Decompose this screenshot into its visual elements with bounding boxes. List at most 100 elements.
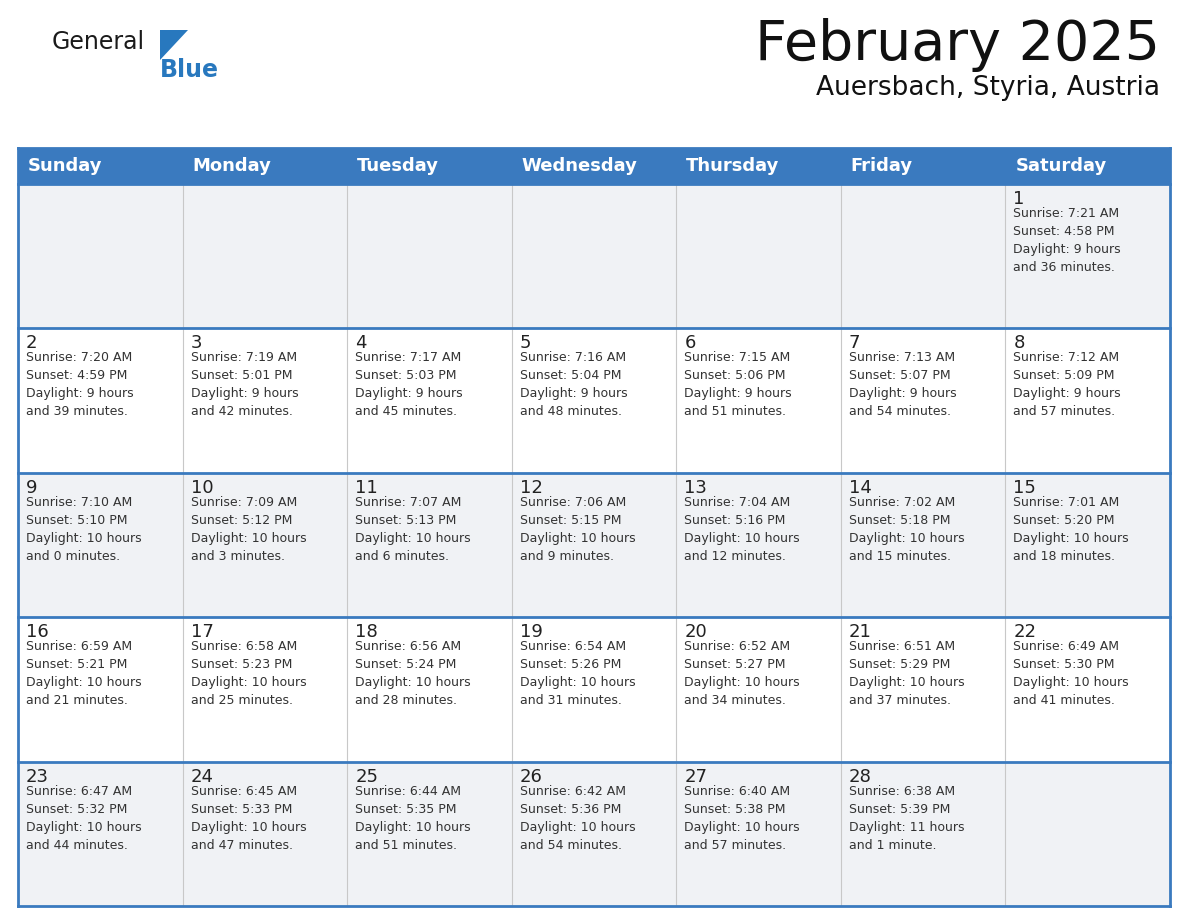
Text: 28: 28 <box>849 767 872 786</box>
Text: 9: 9 <box>26 479 38 497</box>
Text: Sunrise: 6:40 AM
Sunset: 5:38 PM
Daylight: 10 hours
and 57 minutes.: Sunrise: 6:40 AM Sunset: 5:38 PM Dayligh… <box>684 785 800 852</box>
Polygon shape <box>512 184 676 329</box>
Text: 19: 19 <box>519 623 543 641</box>
Text: Friday: Friday <box>851 157 914 175</box>
Text: Sunrise: 7:16 AM
Sunset: 5:04 PM
Daylight: 9 hours
and 48 minutes.: Sunrise: 7:16 AM Sunset: 5:04 PM Dayligh… <box>519 352 627 419</box>
Polygon shape <box>18 617 183 762</box>
Text: Sunrise: 7:01 AM
Sunset: 5:20 PM
Daylight: 10 hours
and 18 minutes.: Sunrise: 7:01 AM Sunset: 5:20 PM Dayligh… <box>1013 496 1129 563</box>
Text: Sunrise: 6:51 AM
Sunset: 5:29 PM
Daylight: 10 hours
and 37 minutes.: Sunrise: 6:51 AM Sunset: 5:29 PM Dayligh… <box>849 640 965 707</box>
Text: Sunrise: 7:13 AM
Sunset: 5:07 PM
Daylight: 9 hours
and 54 minutes.: Sunrise: 7:13 AM Sunset: 5:07 PM Dayligh… <box>849 352 956 419</box>
Text: Sunrise: 6:54 AM
Sunset: 5:26 PM
Daylight: 10 hours
and 31 minutes.: Sunrise: 6:54 AM Sunset: 5:26 PM Dayligh… <box>519 640 636 707</box>
Text: Wednesday: Wednesday <box>522 157 638 175</box>
Text: 18: 18 <box>355 623 378 641</box>
Polygon shape <box>512 473 676 617</box>
Text: 10: 10 <box>190 479 213 497</box>
Polygon shape <box>18 473 183 617</box>
Text: 20: 20 <box>684 623 707 641</box>
Polygon shape <box>1005 617 1170 762</box>
Text: Sunrise: 7:07 AM
Sunset: 5:13 PM
Daylight: 10 hours
and 6 minutes.: Sunrise: 7:07 AM Sunset: 5:13 PM Dayligh… <box>355 496 470 563</box>
Polygon shape <box>183 148 347 184</box>
Text: Sunrise: 6:56 AM
Sunset: 5:24 PM
Daylight: 10 hours
and 28 minutes.: Sunrise: 6:56 AM Sunset: 5:24 PM Dayligh… <box>355 640 470 707</box>
Text: Sunrise: 6:42 AM
Sunset: 5:36 PM
Daylight: 10 hours
and 54 minutes.: Sunrise: 6:42 AM Sunset: 5:36 PM Dayligh… <box>519 785 636 852</box>
Polygon shape <box>347 329 512 473</box>
Polygon shape <box>1005 184 1170 329</box>
Text: Sunrise: 6:45 AM
Sunset: 5:33 PM
Daylight: 10 hours
and 47 minutes.: Sunrise: 6:45 AM Sunset: 5:33 PM Dayligh… <box>190 785 307 852</box>
Polygon shape <box>347 617 512 762</box>
Text: 12: 12 <box>519 479 543 497</box>
Text: 7: 7 <box>849 334 860 353</box>
Polygon shape <box>183 762 347 906</box>
Polygon shape <box>676 148 841 184</box>
Polygon shape <box>347 148 512 184</box>
Text: Sunday: Sunday <box>29 157 102 175</box>
Text: Sunrise: 6:49 AM
Sunset: 5:30 PM
Daylight: 10 hours
and 41 minutes.: Sunrise: 6:49 AM Sunset: 5:30 PM Dayligh… <box>1013 640 1129 707</box>
Text: Sunrise: 7:20 AM
Sunset: 4:59 PM
Daylight: 9 hours
and 39 minutes.: Sunrise: 7:20 AM Sunset: 4:59 PM Dayligh… <box>26 352 133 419</box>
Text: 11: 11 <box>355 479 378 497</box>
Text: 23: 23 <box>26 767 49 786</box>
Text: Sunrise: 7:10 AM
Sunset: 5:10 PM
Daylight: 10 hours
and 0 minutes.: Sunrise: 7:10 AM Sunset: 5:10 PM Dayligh… <box>26 496 141 563</box>
Text: 4: 4 <box>355 334 367 353</box>
Polygon shape <box>676 762 841 906</box>
Text: Sunrise: 7:02 AM
Sunset: 5:18 PM
Daylight: 10 hours
and 15 minutes.: Sunrise: 7:02 AM Sunset: 5:18 PM Dayligh… <box>849 496 965 563</box>
Text: Sunrise: 6:52 AM
Sunset: 5:27 PM
Daylight: 10 hours
and 34 minutes.: Sunrise: 6:52 AM Sunset: 5:27 PM Dayligh… <box>684 640 800 707</box>
Polygon shape <box>512 329 676 473</box>
Text: February 2025: February 2025 <box>756 18 1159 72</box>
Polygon shape <box>841 617 1005 762</box>
Text: 1: 1 <box>1013 190 1025 208</box>
Text: Sunrise: 6:38 AM
Sunset: 5:39 PM
Daylight: 11 hours
and 1 minute.: Sunrise: 6:38 AM Sunset: 5:39 PM Dayligh… <box>849 785 965 852</box>
Text: General: General <box>52 30 145 54</box>
Text: 25: 25 <box>355 767 378 786</box>
Polygon shape <box>347 184 512 329</box>
Text: 17: 17 <box>190 623 214 641</box>
Polygon shape <box>18 762 183 906</box>
Polygon shape <box>512 148 676 184</box>
Polygon shape <box>18 329 183 473</box>
Text: 2: 2 <box>26 334 38 353</box>
Text: Sunrise: 6:44 AM
Sunset: 5:35 PM
Daylight: 10 hours
and 51 minutes.: Sunrise: 6:44 AM Sunset: 5:35 PM Dayligh… <box>355 785 470 852</box>
Text: Sunrise: 7:12 AM
Sunset: 5:09 PM
Daylight: 9 hours
and 57 minutes.: Sunrise: 7:12 AM Sunset: 5:09 PM Dayligh… <box>1013 352 1121 419</box>
Text: 16: 16 <box>26 623 49 641</box>
Polygon shape <box>841 329 1005 473</box>
Text: 27: 27 <box>684 767 707 786</box>
Polygon shape <box>18 148 183 184</box>
Text: 3: 3 <box>190 334 202 353</box>
Polygon shape <box>676 329 841 473</box>
Polygon shape <box>1005 148 1170 184</box>
Polygon shape <box>676 473 841 617</box>
Text: Sunrise: 7:21 AM
Sunset: 4:58 PM
Daylight: 9 hours
and 36 minutes.: Sunrise: 7:21 AM Sunset: 4:58 PM Dayligh… <box>1013 207 1121 274</box>
Polygon shape <box>347 473 512 617</box>
Text: Sunrise: 7:06 AM
Sunset: 5:15 PM
Daylight: 10 hours
and 9 minutes.: Sunrise: 7:06 AM Sunset: 5:15 PM Dayligh… <box>519 496 636 563</box>
Text: 24: 24 <box>190 767 214 786</box>
Text: 6: 6 <box>684 334 696 353</box>
Text: Blue: Blue <box>160 58 219 82</box>
Polygon shape <box>160 30 188 60</box>
Polygon shape <box>512 762 676 906</box>
Text: 14: 14 <box>849 479 872 497</box>
Polygon shape <box>1005 329 1170 473</box>
Text: 8: 8 <box>1013 334 1025 353</box>
Polygon shape <box>841 148 1005 184</box>
Text: Saturday: Saturday <box>1016 157 1107 175</box>
Polygon shape <box>676 184 841 329</box>
Text: Sunrise: 7:09 AM
Sunset: 5:12 PM
Daylight: 10 hours
and 3 minutes.: Sunrise: 7:09 AM Sunset: 5:12 PM Dayligh… <box>190 496 307 563</box>
Text: Sunrise: 6:58 AM
Sunset: 5:23 PM
Daylight: 10 hours
and 25 minutes.: Sunrise: 6:58 AM Sunset: 5:23 PM Dayligh… <box>190 640 307 707</box>
Text: Tuesday: Tuesday <box>358 157 440 175</box>
Polygon shape <box>183 184 347 329</box>
Polygon shape <box>841 762 1005 906</box>
Polygon shape <box>183 473 347 617</box>
Polygon shape <box>1005 762 1170 906</box>
Text: 22: 22 <box>1013 623 1036 641</box>
Text: 15: 15 <box>1013 479 1036 497</box>
Polygon shape <box>841 184 1005 329</box>
Polygon shape <box>1005 473 1170 617</box>
Text: 5: 5 <box>519 334 531 353</box>
Text: 21: 21 <box>849 623 872 641</box>
Text: Monday: Monday <box>192 157 271 175</box>
Text: Sunrise: 7:17 AM
Sunset: 5:03 PM
Daylight: 9 hours
and 45 minutes.: Sunrise: 7:17 AM Sunset: 5:03 PM Dayligh… <box>355 352 463 419</box>
Text: Sunrise: 7:15 AM
Sunset: 5:06 PM
Daylight: 9 hours
and 51 minutes.: Sunrise: 7:15 AM Sunset: 5:06 PM Dayligh… <box>684 352 792 419</box>
Polygon shape <box>18 184 183 329</box>
Polygon shape <box>676 617 841 762</box>
Polygon shape <box>841 473 1005 617</box>
Text: Sunrise: 6:47 AM
Sunset: 5:32 PM
Daylight: 10 hours
and 44 minutes.: Sunrise: 6:47 AM Sunset: 5:32 PM Dayligh… <box>26 785 141 852</box>
Text: 13: 13 <box>684 479 707 497</box>
